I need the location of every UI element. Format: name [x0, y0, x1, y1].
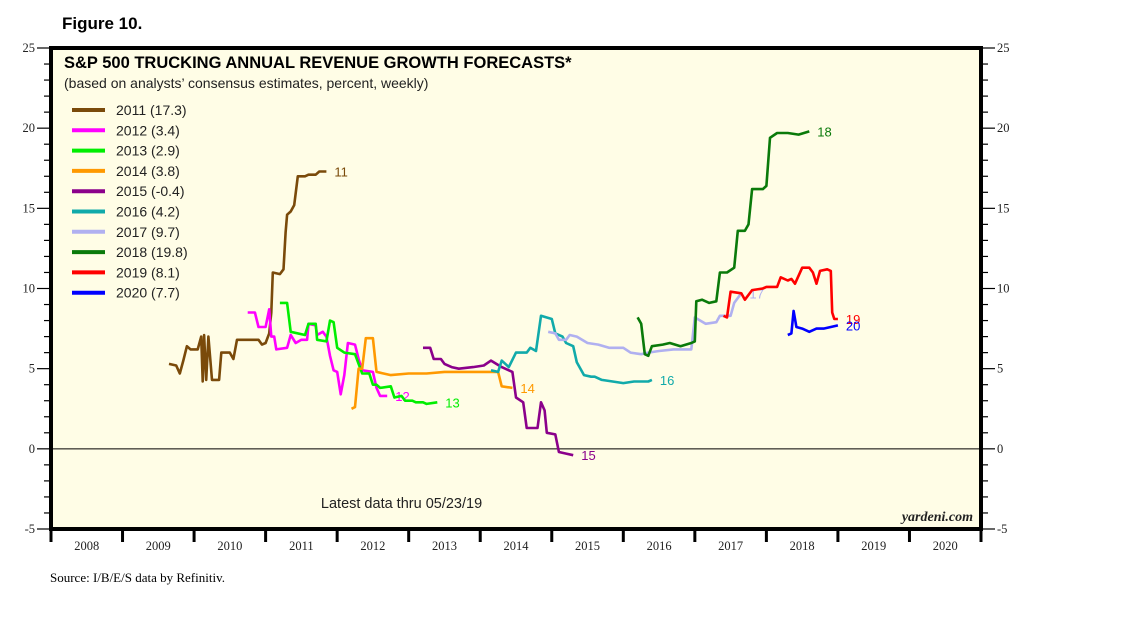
legend-item: 2013 (2.9) [72, 143, 180, 159]
plot-frame [49, 46, 983, 531]
series-line-19 [722, 266, 838, 321]
legend-label: 2011 (17.3) [116, 102, 187, 118]
legend-item: 2016 (4.2) [72, 204, 180, 220]
series-end-label: 11 [334, 164, 348, 179]
legend-label: 2020 (7.7) [116, 285, 180, 301]
x-tick-label: 2009 [146, 539, 171, 553]
chart-subtitle: (based on analysts’ consensus estimates,… [64, 75, 428, 91]
y-tick-label-right: 10 [997, 282, 1010, 296]
source-note: Source: I/B/E/S data by Refinitiv. [50, 570, 225, 585]
y-tick-label-left: 15 [23, 201, 36, 215]
series-line-18 [636, 130, 810, 358]
series-line-20 [787, 309, 839, 337]
x-tick-label: 2017 [718, 539, 743, 553]
figure-label: Figure 10. [62, 14, 143, 33]
brand-watermark: yardeni.com [900, 510, 973, 525]
legend-item: 2019 (8.1) [72, 264, 180, 280]
x-tick-label: 2020 [933, 539, 958, 553]
y-tick-label-right: -5 [997, 522, 1007, 536]
y-tick-label-right: 0 [997, 442, 1003, 456]
y-tick-label-right: 20 [997, 121, 1010, 135]
legend-label: 2017 (9.7) [116, 224, 180, 240]
legend-item: 2020 (7.7) [72, 285, 180, 301]
series-line-17 [547, 292, 743, 356]
legend-label: 2016 (4.2) [116, 204, 180, 220]
x-tick-label: 2012 [360, 539, 385, 553]
x-tick-label: 2015 [575, 539, 600, 553]
series-end-label: 14 [520, 381, 534, 396]
series-end-label: 18 [817, 124, 831, 139]
x-tick-label: 2014 [504, 539, 530, 553]
legend: 2011 (17.3) 2012 (3.4) 2013 (2.9) 2014 (3.8… [72, 102, 188, 301]
y-tick-label-right: 25 [997, 41, 1010, 55]
x-tick-label: 2011 [289, 539, 314, 553]
latest-data-note: Latest data thru 05/23/19 [321, 496, 482, 512]
legend-label: 2018 (19.8) [116, 244, 188, 260]
series-end-label: 16 [660, 373, 674, 388]
x-tick-label: 2013 [432, 539, 457, 553]
y-tick-label-left: 0 [29, 442, 35, 456]
legend-item: 2014 (3.8) [72, 163, 180, 179]
legend-item: 2012 (3.4) [72, 122, 180, 138]
plot-background [51, 48, 981, 529]
y-tick-label-right: 5 [997, 362, 1003, 376]
legend-item: 2017 (9.7) [72, 224, 180, 240]
legend-label: 2015 (-0.4) [116, 183, 184, 199]
y-tick-label-left: 20 [23, 121, 36, 135]
legend-label: 2014 (3.8) [116, 163, 180, 179]
series-line-13 [279, 301, 438, 406]
y-tick-label-left: 25 [23, 41, 36, 55]
series-line-11 [168, 170, 327, 383]
y-tick-label-left: 10 [23, 282, 36, 296]
chart-title: S&P 500 TRUCKING ANNUAL REVENUE GROWTH F… [64, 54, 572, 72]
y-tick-label-right: 15 [997, 201, 1010, 215]
x-tick-label: 2008 [74, 539, 99, 553]
legend-item: 2015 (-0.4) [72, 183, 184, 199]
series-end-label: 13 [445, 395, 459, 410]
series-end-label: 15 [581, 448, 595, 463]
legend-label: 2012 (3.4) [116, 122, 180, 138]
y-tick-label-left: -5 [25, 522, 35, 536]
x-tick-label: 2016 [647, 539, 672, 553]
y-tick-label-left: 5 [29, 362, 35, 376]
series-line-14 [350, 336, 513, 410]
legend-item: 2018 (19.8) [72, 244, 188, 260]
x-tick-label: 2018 [790, 539, 815, 553]
legend-label: 2019 (8.1) [116, 264, 180, 280]
series-line-15 [423, 346, 574, 457]
x-tick-label: 2019 [861, 539, 886, 553]
series-end-label: 20 [846, 318, 860, 333]
series-end-label: 19 [846, 312, 860, 327]
x-tick-label: 2010 [217, 539, 242, 553]
legend-label: 2013 (2.9) [116, 143, 180, 159]
legend-item: 2011 (17.3) [72, 102, 187, 118]
